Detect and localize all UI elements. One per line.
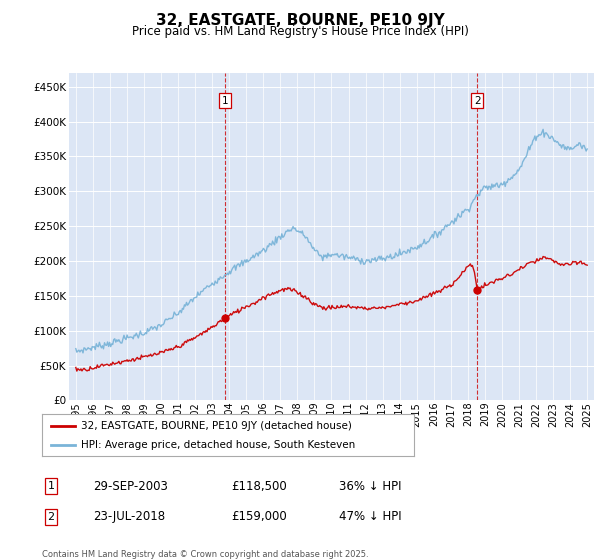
Text: 1: 1 (221, 96, 228, 106)
Text: £159,000: £159,000 (231, 510, 287, 524)
Text: 1: 1 (47, 481, 55, 491)
Text: Contains HM Land Registry data © Crown copyright and database right 2025.
This d: Contains HM Land Registry data © Crown c… (42, 550, 368, 560)
Text: 23-JUL-2018: 23-JUL-2018 (93, 510, 165, 524)
Text: 2: 2 (47, 512, 55, 522)
Text: 36% ↓ HPI: 36% ↓ HPI (339, 479, 401, 493)
Text: 47% ↓ HPI: 47% ↓ HPI (339, 510, 401, 524)
Text: £118,500: £118,500 (231, 479, 287, 493)
Text: Price paid vs. HM Land Registry's House Price Index (HPI): Price paid vs. HM Land Registry's House … (131, 25, 469, 39)
Text: 32, EASTGATE, BOURNE, PE10 9JY (detached house): 32, EASTGATE, BOURNE, PE10 9JY (detached… (81, 421, 352, 431)
Text: 29-SEP-2003: 29-SEP-2003 (93, 479, 168, 493)
Text: 32, EASTGATE, BOURNE, PE10 9JY: 32, EASTGATE, BOURNE, PE10 9JY (155, 13, 445, 28)
Text: HPI: Average price, detached house, South Kesteven: HPI: Average price, detached house, Sout… (81, 440, 355, 450)
Text: 2: 2 (474, 96, 481, 106)
